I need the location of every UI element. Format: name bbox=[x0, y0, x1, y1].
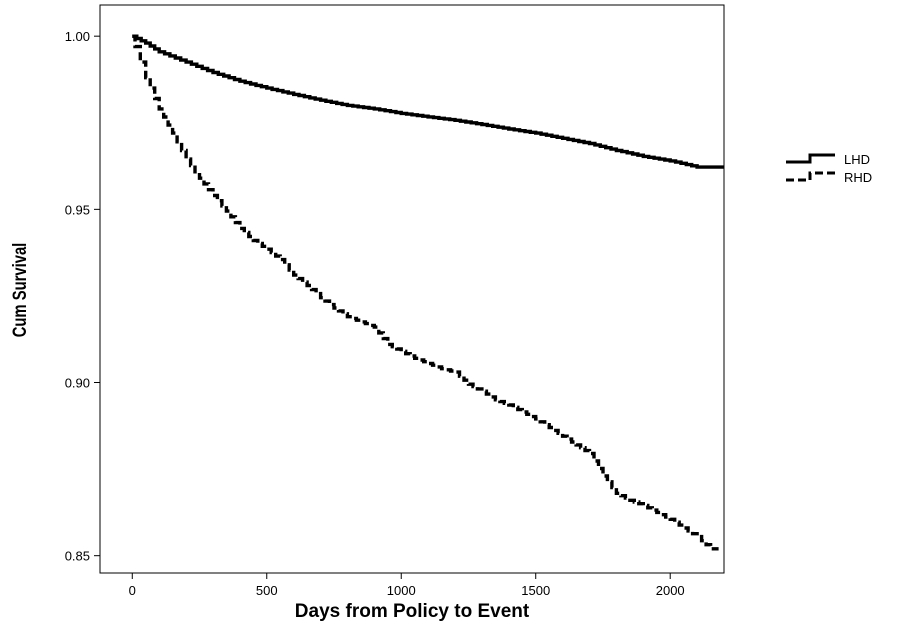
plot-frame bbox=[99, 4, 725, 574]
x-tick-label: 1000 bbox=[387, 583, 416, 598]
x-tick-label: 500 bbox=[256, 583, 278, 598]
series-layer bbox=[132, 34, 724, 551]
y-tick-label: 1.00 bbox=[65, 29, 90, 44]
y-axis: 0.85 0.90 0.95 1.00 bbox=[65, 29, 100, 564]
y-tick-label: 0.90 bbox=[65, 376, 90, 391]
x-tick-label: 1500 bbox=[521, 583, 550, 598]
legend-symbol-lhd bbox=[786, 153, 835, 164]
legend-label-rhd: RHD bbox=[844, 170, 872, 185]
plot-area bbox=[99, 4, 725, 574]
legend-symbol-rhd bbox=[786, 171, 835, 182]
x-tick-label: 2000 bbox=[656, 583, 685, 598]
x-axis-title: Days from Policy to Event bbox=[295, 601, 530, 622]
legend: LHD RHD bbox=[786, 152, 872, 185]
x-tick-label: 0 bbox=[129, 583, 136, 598]
y-axis-title: Cum Survival bbox=[9, 243, 30, 338]
series-line-lhd bbox=[132, 34, 724, 169]
series-line-rhd bbox=[132, 34, 719, 551]
x-axis: 0 500 1000 1500 2000 bbox=[129, 573, 685, 598]
legend-label-lhd: LHD bbox=[844, 152, 870, 167]
y-tick-label: 0.85 bbox=[65, 549, 90, 564]
y-tick-label: 0.95 bbox=[65, 202, 90, 217]
